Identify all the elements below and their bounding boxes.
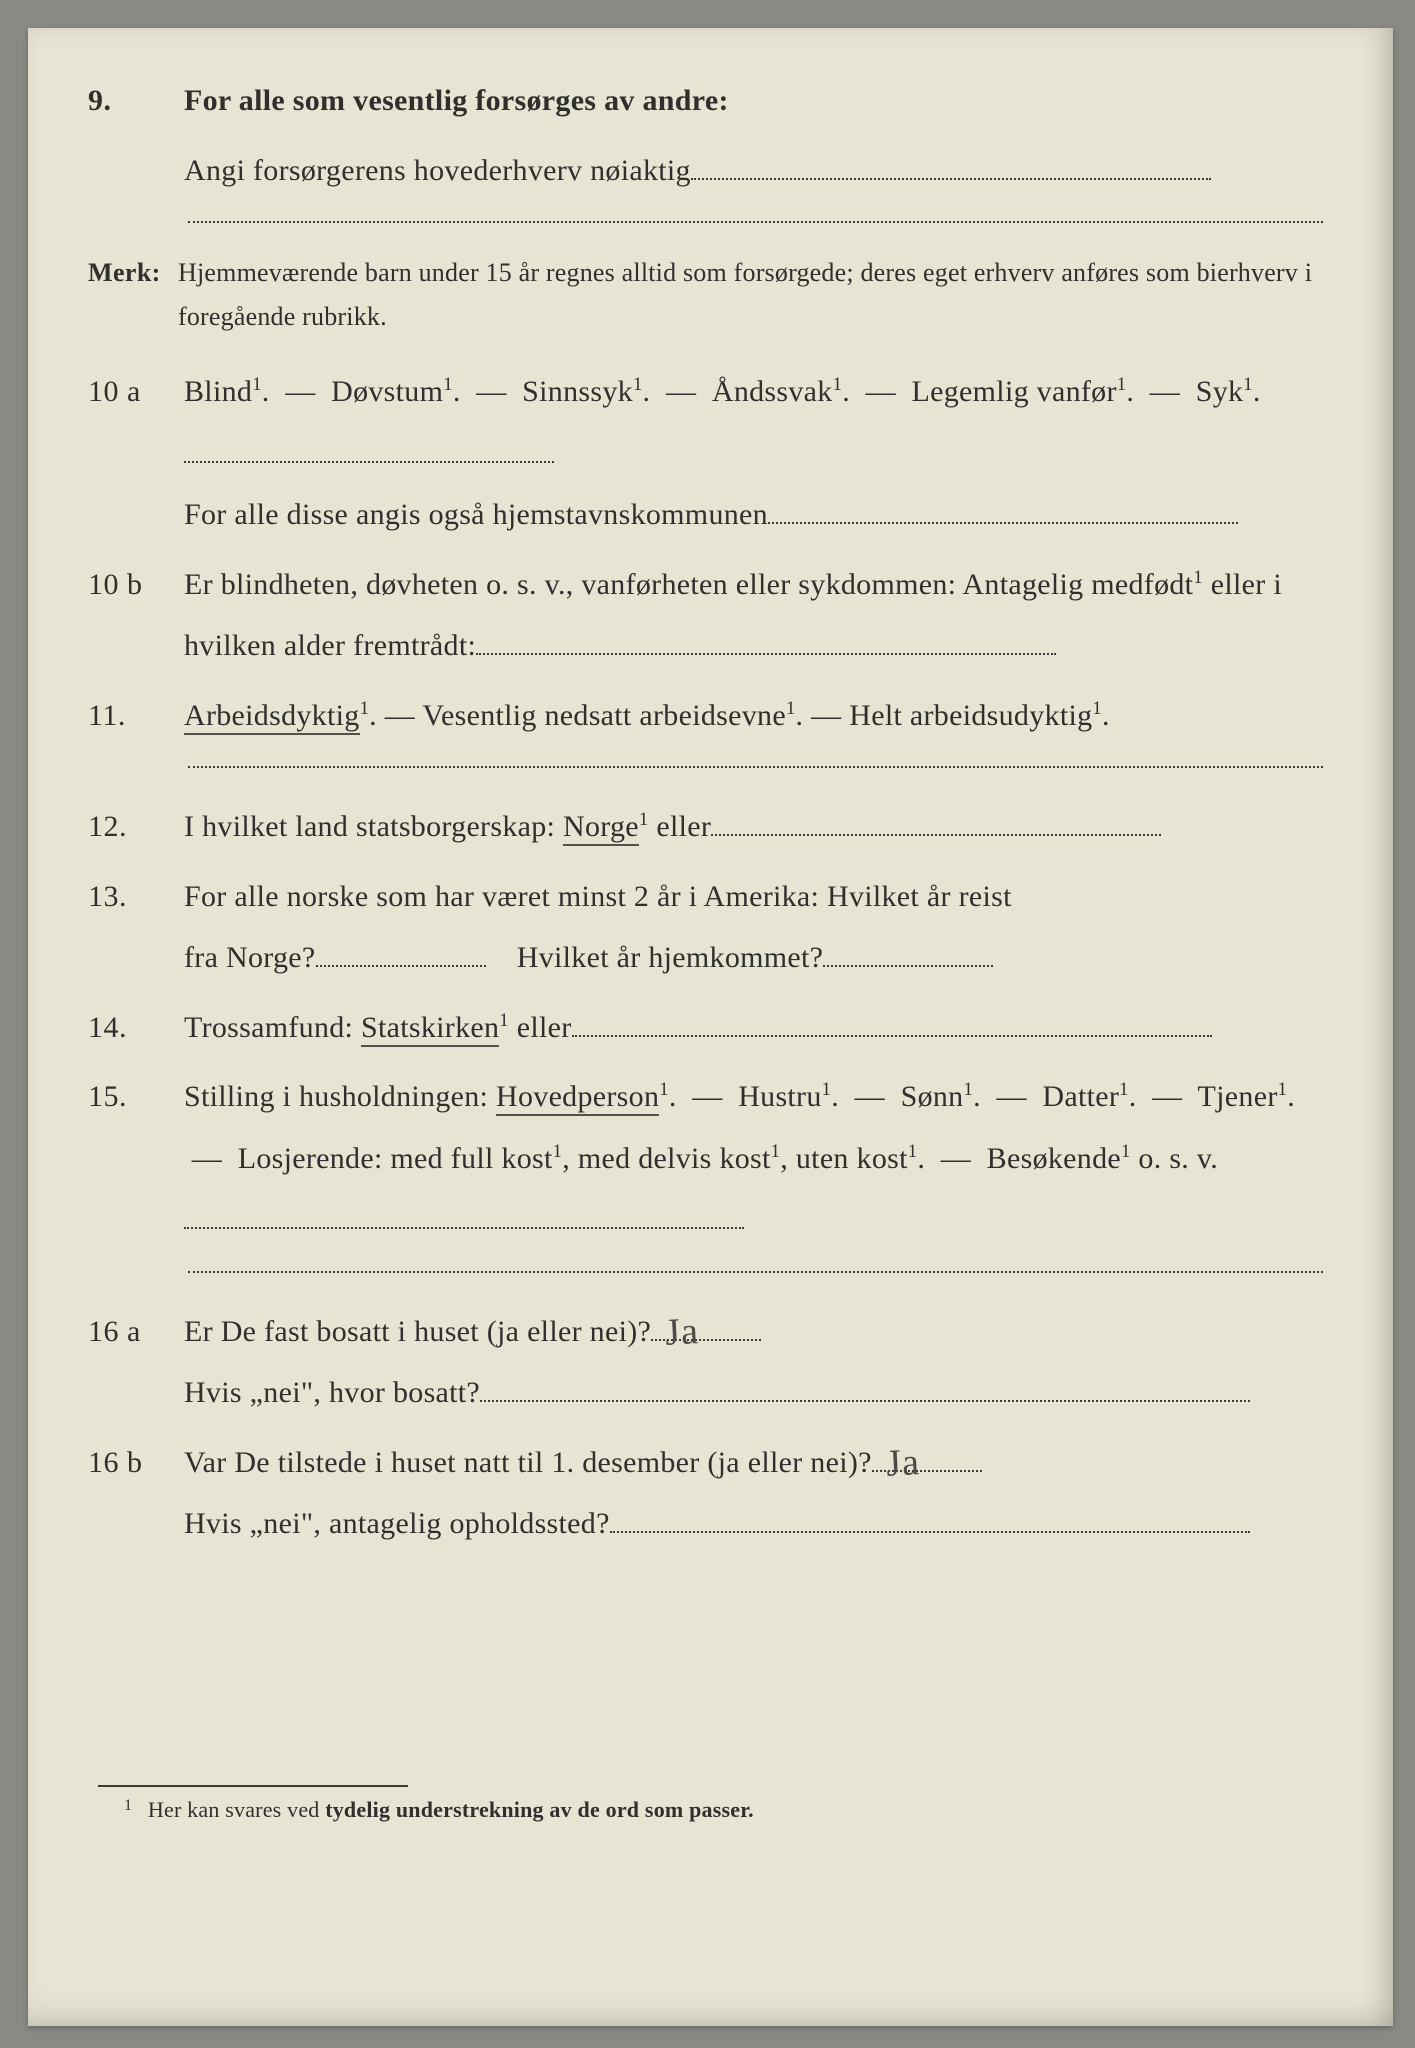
question-14: 14. Trossamfund: Statskirken1 eller [88, 997, 1323, 1059]
q16b-q: Var De tilstede i huset natt til 1. dese… [184, 1446, 872, 1479]
q12-norge: Norge [563, 810, 639, 846]
q9-prompt: Angi forsørgerens hovederhverv nøiaktig [184, 154, 691, 187]
q15-lead: Stilling i husholdningen: [184, 1080, 496, 1113]
q11-opt2: Vesentlig nedsatt arbeidsevne [422, 699, 786, 732]
q9-blank-line2[interactable] [188, 219, 1323, 223]
q15-number: 15. [88, 1080, 184, 1114]
q15-tjener: Tjener [1198, 1080, 1278, 1113]
question-11: 11. Arbeidsdyktig1. — Vesentlig nedsatt … [88, 685, 1323, 747]
footnote-b: tydelig understrekning av de ord som pas… [325, 1797, 754, 1822]
q16a-q: Er De fast bosatt i huset (ja eller nei)… [184, 1315, 651, 1348]
q10a-number: 10 a [88, 375, 184, 409]
footnote-a: Her kan svares ved [148, 1797, 325, 1822]
q9-number: 9. [88, 84, 184, 118]
q14-number: 14. [88, 1011, 184, 1045]
q16a-blank2[interactable] [480, 1380, 1250, 1402]
q11-number: 11. [88, 699, 184, 733]
footnote-num: 1 [124, 1797, 132, 1814]
merk-note: Merk: Hjemmeværende barn under 15 år reg… [88, 251, 1323, 339]
q14-text-b: eller [509, 1011, 572, 1044]
q12-text-a: I hvilket land statsborgerskap: [184, 810, 563, 843]
q10b-blank[interactable] [476, 633, 1056, 655]
question-10b: 10 b Er blindheten, døvheten o. s. v., v… [88, 554, 1323, 677]
q9-line: Angi forsørgerens hovederhverv nøiaktig [88, 140, 1323, 202]
q15-sonn: Sønn [901, 1080, 964, 1113]
q16b-q2: Hvis „nei", antagelig opholdssted? [184, 1507, 610, 1540]
q15-hoved: Hovedperson [496, 1080, 659, 1116]
q10b-text-a: Er blindheten, døvheten o. s. v., vanfør… [184, 568, 1193, 601]
q16a-q2: Hvis „nei", hvor bosatt? [184, 1376, 480, 1409]
q10a-opt-leg: Legemlig vanfør [912, 375, 1117, 408]
q16a-answer-blank[interactable]: Ja [651, 1318, 761, 1340]
q12-number: 12. [88, 810, 184, 844]
q15-losj: Losjerende: med full kost [238, 1142, 553, 1175]
question-16a: 16 a Er De fast bosatt i huset (ja eller… [88, 1301, 1323, 1424]
merk-label: Merk: [88, 258, 178, 288]
census-form-sheet: 9. For alle som vesentlig forsørges av a… [28, 28, 1393, 2026]
q9-blank[interactable] [691, 157, 1211, 179]
q13-blank-a[interactable] [316, 945, 486, 967]
q14-statskirken: Statskirken [361, 1011, 499, 1047]
question-12: 12. I hvilket land statsborgerskap: Norg… [88, 796, 1323, 858]
q13-line1: For alle norske som har været minst 2 år… [184, 880, 1012, 913]
q14-text-a: Trossamfund: [184, 1011, 361, 1044]
page-wrap: 9. For alle som vesentlig forsørges av a… [0, 0, 1415, 2048]
q10a-opt-blind: Blind [184, 375, 252, 408]
question-15: 15. Stilling i husholdningen: Hovedperso… [88, 1066, 1323, 1251]
q10a-opt-dov: Døvstum [331, 375, 443, 408]
q11-opt1: Arbeidsdyktig [184, 699, 360, 735]
question-13: 13. For alle norske som har været minst … [88, 866, 1323, 989]
q14-blank[interactable] [572, 1014, 1212, 1036]
q15-losj3: , uten kost [780, 1142, 907, 1175]
q16a-number: 16 a [88, 1315, 184, 1349]
q15-losj2: , med delvis kost [562, 1142, 770, 1175]
q13-blank-b[interactable] [823, 945, 993, 967]
q15-osv: o. s. v. [1131, 1142, 1218, 1175]
q10a-blank2[interactable] [768, 502, 1238, 524]
q15-blank[interactable] [184, 1207, 744, 1229]
q16b-blank2[interactable] [610, 1511, 1250, 1533]
question-16b: 16 b Var De tilstede i huset natt til 1.… [88, 1432, 1323, 1555]
footnote: 1 Her kan svares ved tydelig understrekn… [124, 1797, 1323, 1823]
q16b-answer-blank[interactable]: Ja [872, 1449, 982, 1471]
q15-datter: Datter [1042, 1080, 1119, 1113]
q12-text-b: eller [649, 810, 712, 843]
q10a-opt-syk: Syk [1196, 375, 1244, 408]
q12-blank[interactable] [711, 814, 1161, 836]
q10a-blank[interactable] [184, 440, 554, 462]
q16b-number: 16 b [88, 1446, 184, 1480]
q13-number: 13. [88, 880, 184, 914]
q13-qb: Hvilket år hjemkommet? [517, 941, 824, 974]
q16b-answer: Ja [878, 1424, 928, 1504]
q15-blank-line[interactable] [188, 1269, 1323, 1273]
q11-opt3: Helt arbeidsudyktig [849, 699, 1092, 732]
q10b-number: 10 b [88, 568, 184, 602]
q11-blank-line[interactable] [188, 764, 1323, 768]
q15-hustru: Hustru [738, 1080, 821, 1113]
q16a-answer: Ja [657, 1293, 707, 1373]
q13-qa: fra Norge? [184, 941, 316, 974]
footnote-rule [98, 1785, 408, 1787]
question-10a: 10 a Blind1. — Døvstum1. — Sinnssyk1. — … [88, 361, 1323, 546]
merk-text: Hjemmeværende barn under 15 år regnes al… [178, 251, 1323, 339]
q15-besok: Besøkende [987, 1142, 1121, 1175]
q9-title: For alle som vesentlig forsørges av andr… [184, 70, 1323, 132]
q10a-opt-and: Åndssvak [712, 375, 833, 408]
question-9: 9. For alle som vesentlig forsørges av a… [88, 70, 1323, 132]
q10a-opt-sinn: Sinnssyk [522, 375, 633, 408]
q10a-line2: For alle disse angis også hjemstavnskomm… [184, 498, 768, 531]
